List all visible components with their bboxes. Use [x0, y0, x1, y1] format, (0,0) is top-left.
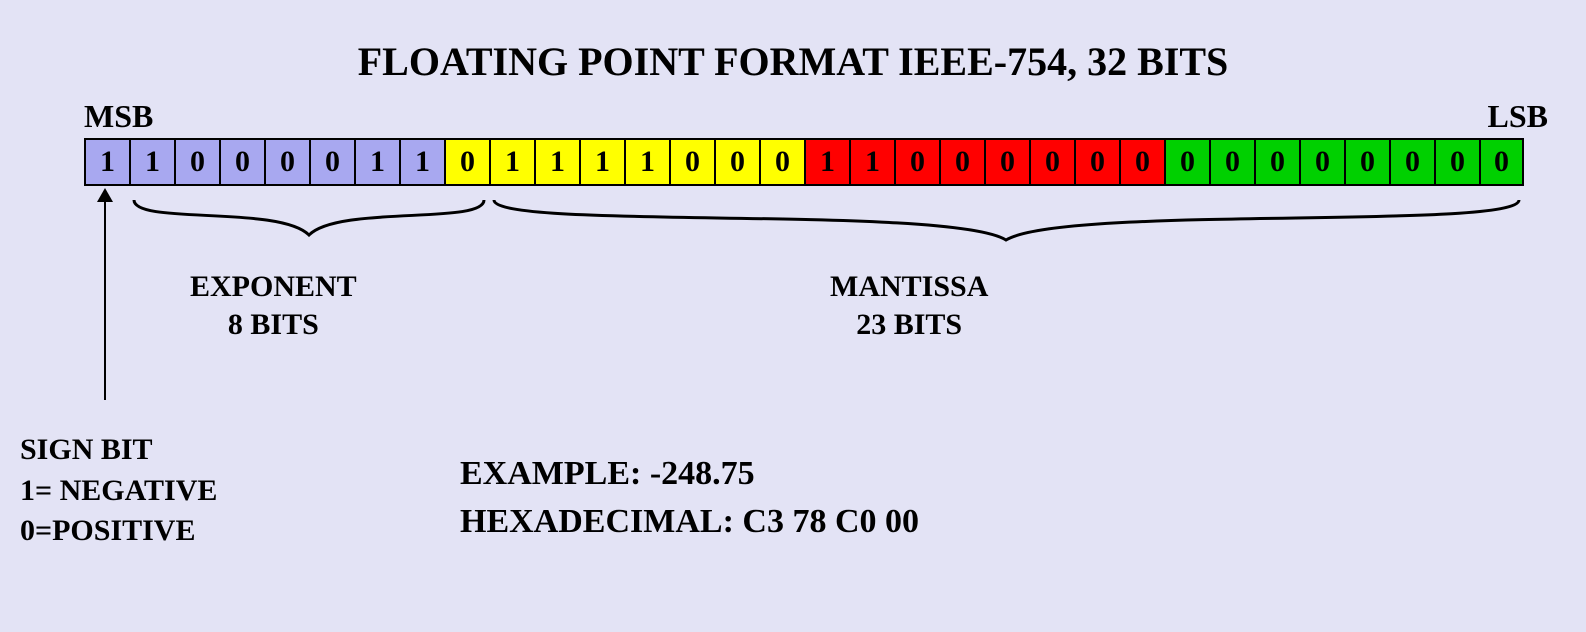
bit-cell: 1	[129, 138, 174, 186]
bit-cell: 0	[1479, 138, 1524, 186]
bit-cell: 1	[804, 138, 849, 186]
sign-bit-neg: 1= NEGATIVE	[20, 471, 217, 512]
bit-cell: 0	[1254, 138, 1299, 186]
exponent-label-line2: 8 BITS	[190, 306, 357, 344]
bit-cell: 0	[1344, 138, 1389, 186]
exponent-label: EXPONENT 8 BITS	[190, 268, 357, 343]
bit-cell: 0	[174, 138, 219, 186]
bit-cell: 1	[489, 138, 534, 186]
lsb-label: LSB	[1488, 98, 1548, 135]
sign-arrow	[104, 190, 106, 400]
mantissa-label: MANTISSA 23 BITS	[830, 268, 988, 343]
bit-cell: 0	[1029, 138, 1074, 186]
mantissa-label-line2: 23 BITS	[830, 306, 988, 344]
bit-cell: 0	[1389, 138, 1434, 186]
mantissa-brace	[489, 195, 1524, 265]
bit-cell: 1	[624, 138, 669, 186]
bit-cell: 0	[1074, 138, 1119, 186]
bit-cell: 0	[309, 138, 354, 186]
bit-cell: 0	[984, 138, 1029, 186]
bit-cell: 1	[534, 138, 579, 186]
bit-cell: 1	[354, 138, 399, 186]
bit-cell: 0	[1209, 138, 1254, 186]
bit-cell: 0	[219, 138, 264, 186]
bit-cell: 1	[84, 138, 129, 186]
example-hex: HEXADECIMAL: C3 78 C0 00	[460, 498, 919, 546]
bit-cell: 0	[1164, 138, 1209, 186]
bit-cell: 0	[1119, 138, 1164, 186]
bit-cell: 0	[939, 138, 984, 186]
bit-row: 11000011011110001100000000000000	[84, 138, 1524, 186]
sign-bit-text: SIGN BIT 1= NEGATIVE 0=POSITIVE	[20, 430, 217, 552]
example-block: EXAMPLE: -248.75 HEXADECIMAL: C3 78 C0 0…	[460, 450, 919, 545]
msb-label: MSB	[84, 98, 153, 135]
bit-cell: 1	[849, 138, 894, 186]
bit-cell: 0	[264, 138, 309, 186]
bit-cell: 0	[759, 138, 804, 186]
bit-cell: 0	[1299, 138, 1344, 186]
exponent-brace	[129, 195, 489, 265]
sign-bit-pos: 0=POSITIVE	[20, 511, 217, 552]
mantissa-label-line1: MANTISSA	[830, 268, 988, 306]
bit-cell: 0	[669, 138, 714, 186]
bit-cell: 0	[444, 138, 489, 186]
bit-cell: 1	[579, 138, 624, 186]
page-title: FLOATING POINT FORMAT IEEE-754, 32 BITS	[0, 38, 1586, 85]
example-value: EXAMPLE: -248.75	[460, 450, 919, 498]
sign-bit-heading: SIGN BIT	[20, 430, 217, 471]
bit-cell: 1	[399, 138, 444, 186]
bit-cell: 0	[894, 138, 939, 186]
bit-cell: 0	[714, 138, 759, 186]
exponent-label-line1: EXPONENT	[190, 268, 357, 306]
bit-cell: 0	[1434, 138, 1479, 186]
